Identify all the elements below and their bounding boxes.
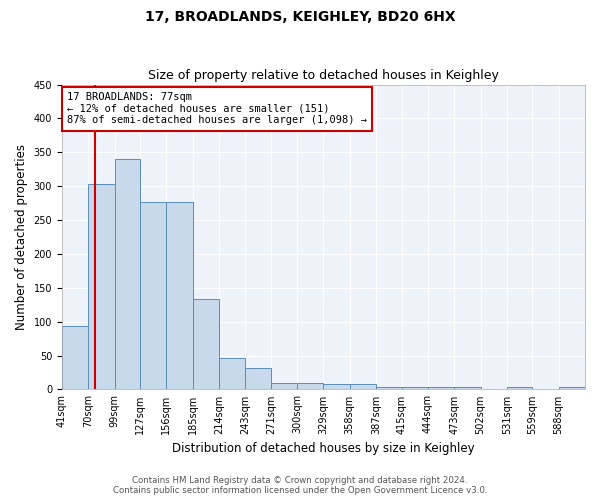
- Text: Contains HM Land Registry data © Crown copyright and database right 2024.
Contai: Contains HM Land Registry data © Crown c…: [113, 476, 487, 495]
- Bar: [559, 388, 585, 390]
- Bar: [454, 386, 481, 390]
- X-axis label: Distribution of detached houses by size in Keighley: Distribution of detached houses by size …: [172, 442, 475, 455]
- Text: 17, BROADLANDS, KEIGHLEY, BD20 6HX: 17, BROADLANDS, KEIGHLEY, BD20 6HX: [145, 10, 455, 24]
- Bar: [88, 184, 115, 390]
- Bar: [297, 382, 323, 390]
- Bar: [245, 368, 271, 390]
- Bar: [271, 384, 297, 390]
- Bar: [428, 388, 454, 390]
- Bar: [219, 358, 245, 390]
- Bar: [323, 384, 350, 390]
- Bar: [507, 388, 532, 390]
- Bar: [166, 202, 193, 390]
- Bar: [115, 159, 140, 390]
- Bar: [62, 326, 88, 390]
- Text: 17 BROADLANDS: 77sqm
← 12% of detached houses are smaller (151)
87% of semi-deta: 17 BROADLANDS: 77sqm ← 12% of detached h…: [67, 92, 367, 126]
- Title: Size of property relative to detached houses in Keighley: Size of property relative to detached ho…: [148, 69, 499, 82]
- Bar: [376, 386, 401, 390]
- Bar: [193, 300, 219, 390]
- Bar: [140, 202, 166, 390]
- Y-axis label: Number of detached properties: Number of detached properties: [15, 144, 28, 330]
- Bar: [350, 384, 376, 390]
- Bar: [401, 386, 428, 390]
